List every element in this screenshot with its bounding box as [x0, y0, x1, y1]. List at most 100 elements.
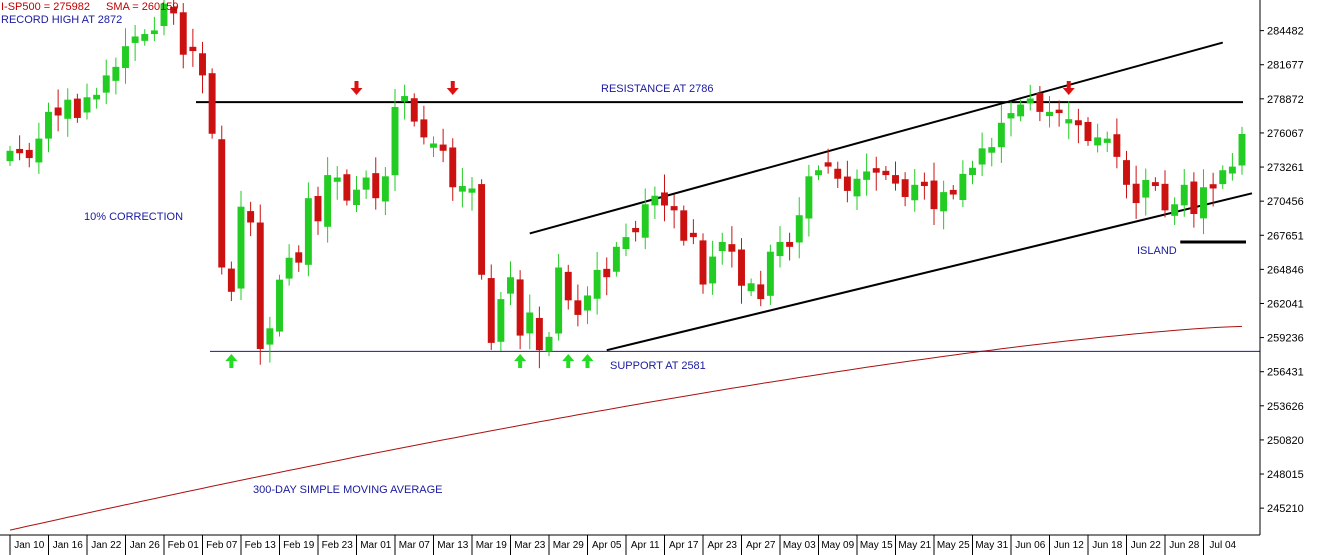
buy-arrow-icon	[225, 354, 238, 368]
candle-body	[564, 271, 572, 301]
candle-body	[256, 222, 264, 349]
candlestick	[689, 219, 697, 245]
candlestick	[314, 186, 322, 235]
candlestick	[632, 220, 640, 242]
channel-lower-line	[606, 192, 1253, 352]
candle-body	[584, 295, 591, 311]
candlestick	[872, 156, 880, 191]
y-tick-label: 248015	[1267, 469, 1304, 481]
candlestick	[882, 165, 890, 180]
candle-body	[199, 53, 206, 76]
candle-body	[641, 204, 649, 238]
symbol-label: I-SP500 = 275982	[1, 1, 90, 13]
candle-body	[487, 278, 495, 343]
candle-body	[526, 312, 534, 334]
candle-body	[1132, 183, 1140, 204]
candlestick	[102, 59, 110, 105]
candlestick	[199, 41, 206, 94]
candlestick	[64, 88, 72, 137]
candle-body	[1094, 137, 1102, 146]
x-tick-label: May 21	[898, 540, 931, 551]
candlestick	[430, 136, 437, 157]
y-axis-ticks: 245210 248015 250820 253626 256431 259236 2620…	[1260, 26, 1304, 515]
candlestick	[786, 232, 794, 261]
candle-body	[83, 97, 91, 113]
candle-body	[545, 336, 553, 352]
x-tick-label: Feb 23	[322, 540, 354, 551]
candlestick	[535, 306, 543, 369]
x-tick-label: Jan 26	[130, 540, 160, 551]
candle-body	[795, 215, 803, 243]
y-tick-label: 256431	[1267, 367, 1304, 379]
candlestick	[343, 169, 351, 206]
candlestick	[35, 122, 43, 174]
candlestick	[45, 102, 52, 153]
x-tick-label: Jan 16	[53, 540, 83, 551]
candle-body	[439, 144, 447, 151]
candle-body	[1007, 113, 1015, 119]
candlestick	[959, 160, 967, 208]
x-tick-label: Apr 05	[592, 540, 622, 551]
candlestick	[709, 240, 717, 295]
x-tick-label: May 31	[975, 540, 1008, 551]
candle-body	[1055, 109, 1063, 114]
y-tick-label: 267651	[1267, 230, 1304, 242]
buy-arrow-icon	[514, 354, 527, 368]
candle-body	[73, 98, 81, 118]
support-annotation: SUPPORT AT 2581	[610, 360, 706, 372]
candle-body	[102, 75, 110, 93]
candlestick	[718, 232, 726, 265]
x-tick-label: Mar 19	[476, 540, 508, 551]
candle-body	[776, 241, 784, 257]
candle-body	[757, 284, 765, 300]
candle-body	[179, 12, 187, 55]
candle-body	[276, 279, 283, 332]
candlestick	[401, 84, 409, 120]
correction-annotation: 10% CORRECTION	[84, 211, 183, 223]
x-tick-label: Jun 22	[1131, 540, 1161, 551]
x-tick-label: Jun 12	[1054, 540, 1084, 551]
candlestick	[304, 182, 312, 277]
candle-body	[208, 73, 216, 134]
candlestick	[276, 274, 283, 337]
candlestick	[333, 166, 341, 200]
candle-body	[535, 317, 543, 351]
y-tick-label: 264846	[1267, 264, 1304, 276]
candle-body	[285, 257, 293, 279]
candlestick	[612, 241, 620, 277]
sell-arrow-icon	[446, 81, 459, 95]
candlestick	[738, 238, 745, 304]
y-tick-label: 250820	[1267, 435, 1304, 447]
y-tick-label: 278872	[1267, 94, 1304, 106]
candlestick	[824, 148, 832, 174]
candlestick	[170, 0, 178, 25]
candlestick	[699, 233, 707, 294]
candle-body	[391, 107, 399, 176]
candle-body	[622, 237, 630, 250]
candlestick	[805, 164, 813, 237]
candle-body	[872, 168, 880, 173]
y-tick-label: 281677	[1267, 60, 1304, 72]
x-tick-label: Mar 29	[553, 540, 585, 551]
candlestick	[661, 174, 668, 222]
candle-body	[661, 192, 668, 206]
sma-label: SMA = 260159	[106, 1, 178, 13]
axis-background	[1260, 0, 1328, 555]
candle-body	[680, 210, 688, 241]
candlestick	[1151, 177, 1159, 191]
candle-body	[997, 122, 1005, 148]
candlestick	[266, 316, 274, 363]
x-tick-label: Jun 28	[1169, 540, 1199, 551]
candlestick	[410, 93, 418, 127]
x-tick-label: Apr 27	[746, 540, 776, 551]
x-tick-label: Mar 23	[514, 540, 546, 551]
candlestick	[1017, 99, 1025, 122]
y-tick-label: 284482	[1267, 26, 1304, 38]
x-tick-label: May 15	[860, 540, 893, 551]
candle-body	[150, 30, 158, 35]
candle-body	[920, 181, 928, 187]
candlestick	[131, 25, 139, 61]
candlestick	[892, 161, 899, 191]
candlestick	[189, 28, 197, 67]
